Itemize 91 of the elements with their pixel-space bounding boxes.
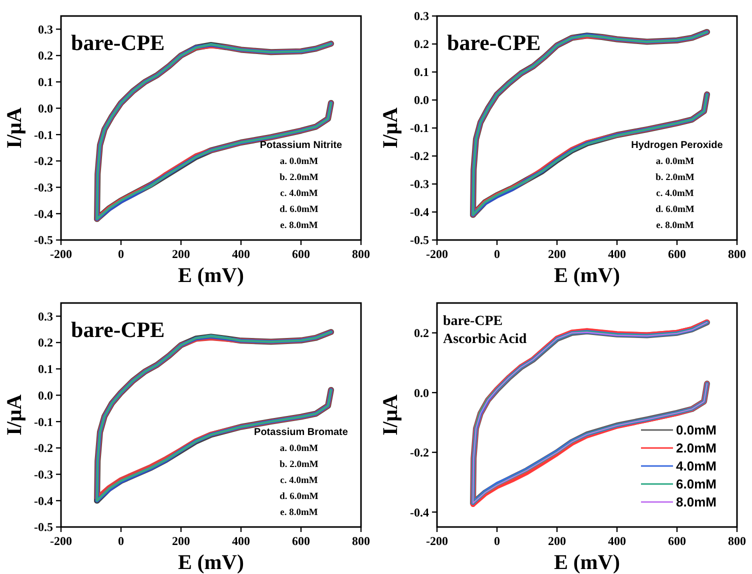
annotation: bare-CPE [447, 30, 541, 55]
annotation: e. 8.0mM [280, 508, 318, 518]
y-axis-title: I/μA [378, 394, 402, 436]
y-tick-label: -0.1 [410, 121, 429, 136]
x-tick-label: 0 [118, 534, 124, 548]
x-tick-label: -200 [50, 534, 72, 548]
x-tick-label: 600 [292, 534, 310, 548]
y-tick-label: -0.3 [34, 180, 53, 194]
legend-label: 6.0mM [676, 476, 716, 492]
x-tick-label: 600 [668, 534, 686, 548]
annotation: e. 8.0mM [280, 221, 318, 231]
y-tick-label: 0.3 [38, 22, 53, 36]
y-tick-label: -0.3 [34, 467, 53, 482]
y-tick-label: -0.1 [34, 414, 53, 429]
x-axis-title: E (mV) [178, 550, 244, 574]
y-tick-label: -0.4 [410, 505, 429, 520]
y-tick-label: 0.2 [38, 336, 53, 350]
annotation: b. 2.0mM [656, 173, 694, 183]
y-tick-label: 0.0 [38, 101, 53, 116]
y-tick-label: 0.1 [38, 75, 53, 90]
annotation: e. 8.0mM [656, 221, 694, 231]
y-axis-title: I/μA [378, 106, 402, 149]
y-tick-label: -0.3 [410, 177, 429, 192]
x-tick-label: -200 [426, 247, 448, 261]
x-tick-label: 800 [728, 534, 746, 548]
y-tick-label: -0.2 [410, 149, 429, 164]
annotation: Ascorbic Acid [443, 332, 527, 347]
y-tick-label: 0.1 [414, 65, 429, 80]
x-tick-label: 200 [548, 534, 566, 548]
legend-label: 2.0mM [676, 440, 716, 456]
y-tick-label: -0.2 [34, 441, 53, 456]
x-tick-label: 800 [352, 534, 370, 548]
x-tick-label: 200 [548, 247, 566, 261]
legend-label: 0.0mM [676, 422, 716, 438]
x-tick-label: 200 [172, 534, 190, 548]
annotation: Potassium Nitrite [260, 140, 343, 151]
annotation: a. 0.0mM [656, 157, 694, 167]
y-tick-label: -0.1 [34, 128, 53, 142]
y-tick-label: 0.0 [38, 388, 53, 402]
y-tick-label: -0.5 [410, 233, 429, 248]
x-tick-label: 400 [232, 247, 250, 261]
x-tick-label: 0 [494, 534, 500, 548]
y-tick-label: 0.0 [414, 93, 429, 108]
annotation: bare-CPE [71, 317, 165, 342]
x-tick-label: -200 [50, 247, 72, 261]
x-tick-label: 800 [352, 247, 370, 261]
annotation: a. 0.0mM [280, 444, 318, 454]
annotation: d. 6.0mM [280, 205, 318, 215]
legend-label: 8.0mM [676, 494, 716, 510]
x-axis-title: E (mV) [178, 263, 244, 287]
annotation: b. 2.0mM [280, 173, 318, 183]
annotation: c. 4.0mM [280, 476, 318, 486]
y-tick-label: 0.1 [38, 362, 53, 376]
y-tick-label: -0.4 [410, 205, 429, 220]
x-tick-label: 800 [728, 247, 746, 261]
annotation: d. 6.0mM [280, 492, 318, 502]
annotation: b. 2.0mM [280, 460, 318, 470]
y-tick-label: -0.5 [34, 520, 53, 534]
legend-label: 4.0mM [676, 458, 716, 474]
annotation: d. 6.0mM [656, 205, 694, 215]
annotation: a. 0.0mM [280, 157, 318, 167]
y-tick-label: 0.2 [414, 37, 429, 52]
x-tick-label: 400 [608, 247, 626, 261]
annotation: Potassium Bromate [254, 427, 348, 438]
y-tick-label: 0.0 [414, 386, 429, 400]
y-tick-label: 0.2 [414, 326, 429, 340]
y-axis-title: I/μA [2, 106, 26, 149]
annotation: bare-CPE [71, 30, 165, 55]
annotation: bare-CPE [443, 314, 503, 329]
x-tick-label: 600 [292, 247, 310, 261]
y-tick-label: 0.3 [38, 309, 53, 324]
x-tick-label: 0 [118, 247, 124, 261]
x-tick-label: -200 [426, 534, 448, 548]
annotation: c. 4.0mM [280, 189, 318, 199]
x-tick-label: 200 [172, 247, 190, 261]
annotation: Hydrogen Peroxide [631, 140, 724, 151]
x-tick-label: 400 [608, 534, 626, 548]
annotation: c. 4.0mM [656, 189, 694, 199]
x-axis-title: E (mV) [554, 263, 620, 287]
y-tick-label: -0.5 [34, 233, 53, 248]
y-tick-label: -0.4 [34, 494, 53, 508]
y-axis-title: I/μA [2, 394, 26, 436]
x-tick-label: 600 [668, 247, 686, 261]
y-tick-label: -0.4 [34, 206, 53, 221]
y-tick-label: -0.2 [34, 154, 53, 168]
y-tick-label: 0.2 [38, 48, 53, 63]
y-tick-label: -0.2 [410, 446, 429, 460]
y-tick-label: 0.3 [414, 9, 429, 24]
x-axis-title: E (mV) [554, 550, 620, 574]
x-tick-label: 400 [232, 534, 250, 548]
x-tick-label: 0 [494, 247, 500, 261]
